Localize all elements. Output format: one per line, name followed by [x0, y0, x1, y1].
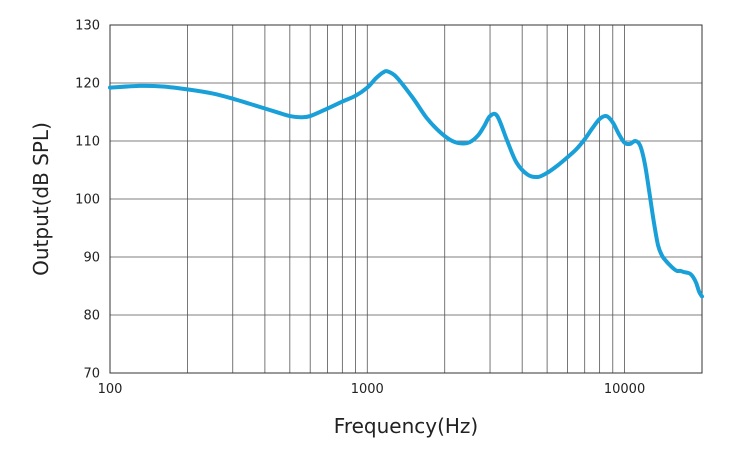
y-axis-title: Output(dB SPL): [29, 122, 53, 276]
y-tick-labels: 70 80 90 100 110 120 130: [75, 19, 100, 382]
y-tick-label: 130: [75, 19, 100, 34]
x-tick-label: 100: [98, 382, 123, 397]
grid-lines: [110, 25, 702, 373]
y-tick-label: 120: [75, 77, 100, 92]
x-tick-labels: 100 1000 10000: [98, 382, 646, 397]
x-tick-label: 10000: [604, 382, 645, 397]
y-tick-label: 100: [75, 193, 100, 208]
y-tick-label: 80: [83, 309, 100, 324]
x-tick-label: 1000: [351, 382, 384, 397]
series-line-output: [108, 69, 704, 299]
plot-frame: [109, 24, 703, 374]
y-tick-label: 70: [83, 367, 100, 382]
y-tick-label: 90: [83, 251, 100, 266]
y-tick-label: 110: [75, 135, 100, 150]
x-axis-title: Frequency(Hz): [334, 414, 478, 438]
